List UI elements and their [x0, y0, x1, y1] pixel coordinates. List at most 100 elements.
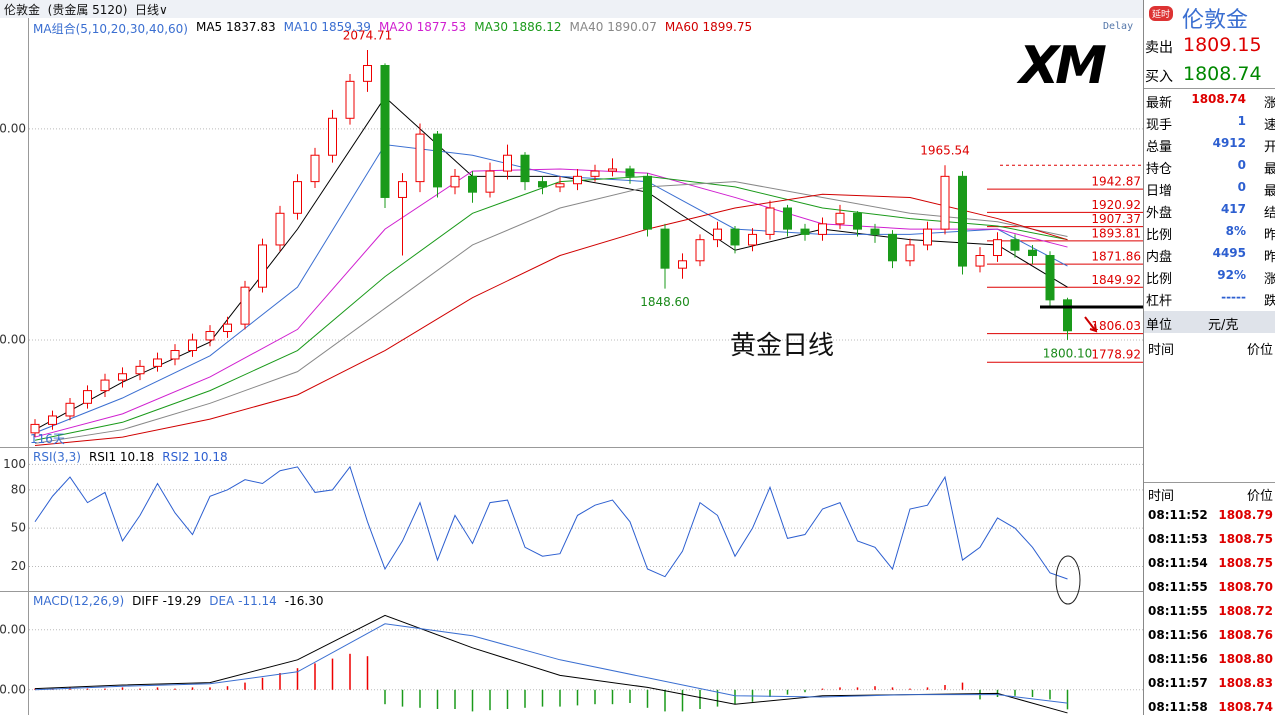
- candle-body: [555, 183, 565, 188]
- row-extra: 涨: [1264, 96, 1275, 111]
- tick-row: 08:11:56 1808.76: [1144, 625, 1275, 647]
- macd-bar: [611, 689, 614, 705]
- legend-item: RSI1 10.18: [89, 450, 154, 464]
- row-extra: 昨: [1264, 228, 1275, 243]
- macd-bar: [174, 688, 176, 690]
- macd-bar: [839, 687, 841, 690]
- row-label: 日增: [1146, 184, 1173, 199]
- candle-body: [310, 154, 320, 183]
- macd-bar: [191, 687, 194, 690]
- candle-body: [468, 175, 477, 193]
- legend-name: MA10: [283, 20, 318, 34]
- divider: [1144, 482, 1275, 483]
- legend-value: 1886.12: [511, 20, 562, 34]
- delay: Delay: [1103, 21, 1134, 32]
- macd-bar: [891, 687, 894, 690]
- legend-value: 1890.07: [607, 20, 657, 34]
- quote-row: 比例 8% 昨: [1144, 221, 1275, 243]
- unit-row: 单位 元/克: [1144, 311, 1275, 333]
- legend-name: MA20: [378, 20, 413, 34]
- macd-bar: [821, 688, 824, 690]
- macd-bar: [926, 687, 929, 690]
- y-tick-label: 50.00: [0, 622, 26, 636]
- level-label: 1942.87: [1091, 175, 1141, 189]
- dropdown-icon[interactable]: ∨: [159, 3, 168, 17]
- legend-item: DIFF -19.29: [132, 594, 201, 608]
- row-value: -----: [1221, 290, 1246, 304]
- candle-body: [170, 350, 180, 360]
- candle-body: [730, 228, 740, 246]
- legend-title: RSI(3,3): [33, 450, 81, 464]
- candle-body: [118, 373, 127, 381]
- candle-body: [678, 260, 687, 269]
- tick-time: 08:11:56: [1148, 628, 1208, 642]
- macd-bar: [471, 689, 474, 712]
- candle-body: [695, 239, 705, 262]
- macd-bar: [506, 689, 509, 709]
- macd-bar: [104, 688, 106, 690]
- tick-price: 1808.75: [1218, 556, 1273, 570]
- candle-body: [975, 255, 985, 267]
- ma-line: [34, 96, 1068, 431]
- tick-price: 1808.75: [1218, 532, 1273, 546]
- row-value: 417: [1220, 202, 1246, 216]
- candle-body: [205, 331, 215, 341]
- row-extra: 速: [1264, 118, 1275, 133]
- tick-price: 1808.79: [1218, 508, 1273, 522]
- macd-bar: [856, 687, 859, 690]
- candle-body: [503, 154, 512, 172]
- candle-body: [660, 228, 670, 269]
- tick-row: 08:11:57 1808.83: [1144, 673, 1275, 695]
- row-label: 持仓: [1146, 162, 1173, 177]
- legend-value: 1899.75: [702, 20, 753, 34]
- legend-value: -19.29: [162, 594, 202, 608]
- period[interactable]: 日线: [135, 3, 160, 17]
- y-tick-label: 0.00: [0, 682, 26, 696]
- legend-value: 10.18: [193, 450, 228, 464]
- macd-bar: [349, 653, 351, 690]
- candle-body: [450, 175, 460, 188]
- level-label: 1806.03: [1091, 319, 1141, 333]
- row-label: 比例: [1146, 228, 1173, 243]
- macd-bar: [1031, 689, 1034, 697]
- candle-body: [100, 379, 110, 392]
- sell-label: 卖出: [1145, 40, 1173, 56]
- buy-price: 1808.74: [1183, 63, 1262, 85]
- macd-bar: [226, 686, 229, 690]
- candle-body: [433, 133, 442, 188]
- badge: 延时: [1149, 6, 1174, 21]
- candle-body: [905, 244, 915, 262]
- macd-bar: [436, 689, 439, 709]
- tick-time: 08:11:55: [1148, 604, 1208, 618]
- tick-price: 1808.70: [1218, 580, 1273, 594]
- macd-bar: [524, 689, 526, 708]
- row-label: 总量: [1146, 140, 1173, 155]
- candle-body: [1045, 255, 1055, 301]
- quote-row: 内盘 4495 昨: [1144, 243, 1275, 265]
- tick-row: 08:11:54 1808.75: [1144, 553, 1275, 575]
- row-label: 现手: [1146, 118, 1173, 133]
- macd-bar: [244, 682, 246, 690]
- ma-line: [34, 623, 1068, 704]
- legend-name: RSI2: [162, 450, 190, 464]
- candle-body: [818, 223, 827, 235]
- rsi-line: [34, 465, 1068, 580]
- candle-body: [293, 181, 302, 214]
- macd-bar: [121, 687, 124, 690]
- row-extra: 昨: [1264, 250, 1275, 265]
- macd-bar: [261, 677, 264, 690]
- candle-body: [258, 244, 267, 288]
- legend-name: DEA: [209, 594, 235, 608]
- quote-row: 总量 4912 开: [1144, 133, 1275, 155]
- row-value: 1808.74: [1191, 92, 1246, 106]
- row-value: 1: [1237, 114, 1246, 128]
- legend-name: MA30: [474, 20, 509, 34]
- macd-bar: [769, 689, 771, 697]
- macd-bar: [331, 658, 334, 690]
- macd-bar: [734, 689, 736, 705]
- tick-time: 08:11:52: [1148, 508, 1208, 522]
- legend-name: MA40: [569, 20, 604, 34]
- legend-name: MA5: [195, 20, 223, 34]
- row-label: 最新: [1146, 96, 1173, 111]
